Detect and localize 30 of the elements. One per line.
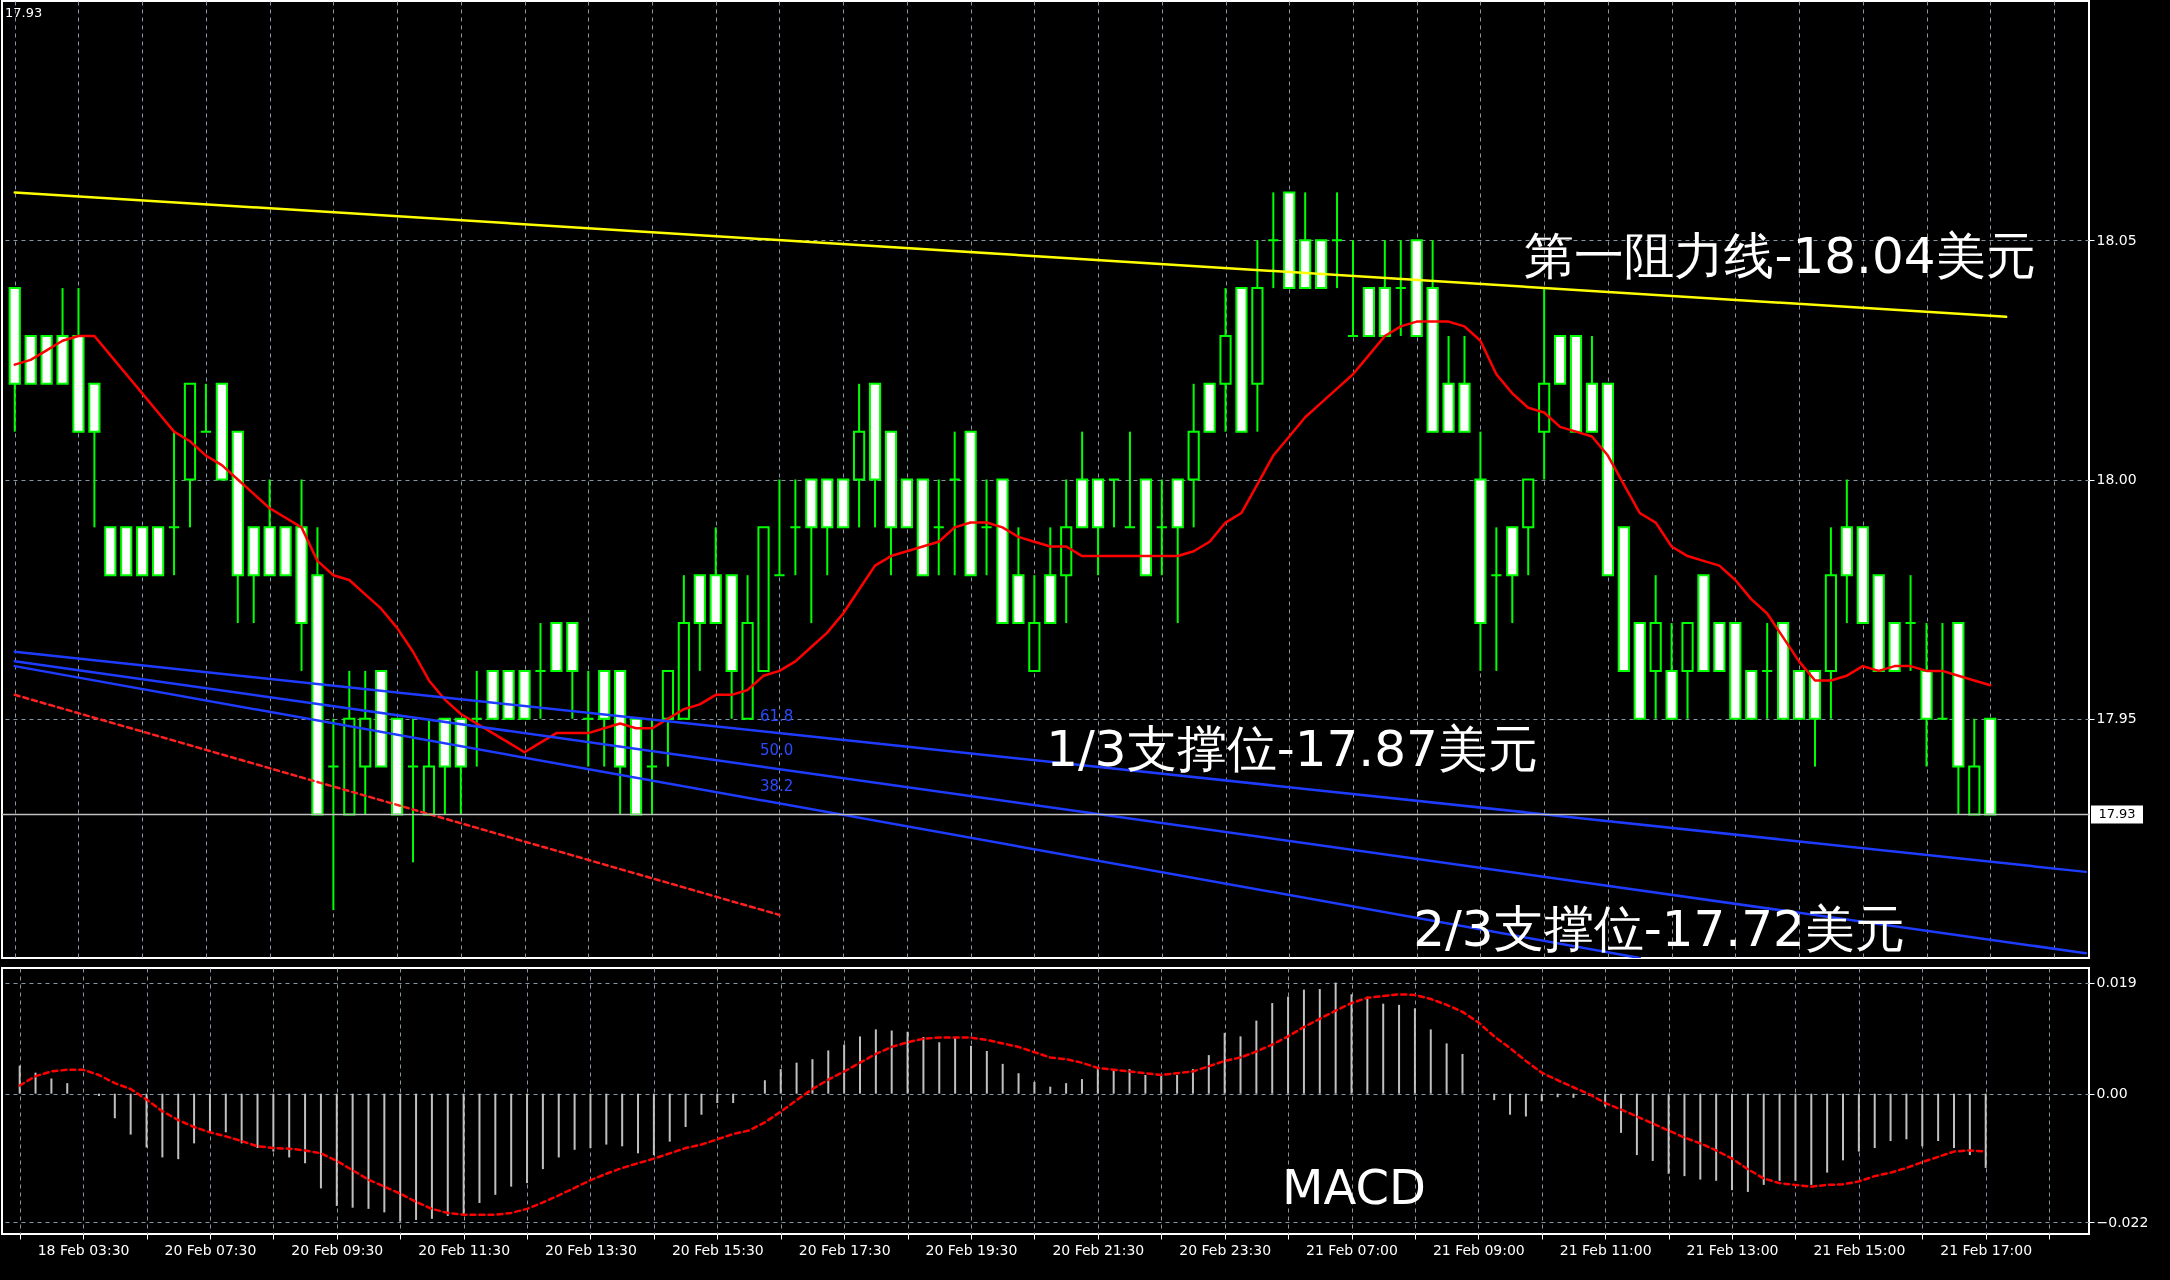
y-tick-label: −0.022 — [2096, 1213, 2149, 1230]
annotation: 1/3支撑位-17.87美元 — [1046, 720, 1538, 778]
y-tick-label: 18.00 — [2096, 471, 2137, 487]
x-tick-label: 20 Feb 07:30 — [164, 1241, 257, 1258]
x-tick-label: 21 Feb 09:00 — [1432, 1241, 1525, 1258]
y-tick-label: 18.05 — [2096, 231, 2137, 248]
x-tick-label: 21 Feb 17:00 — [1940, 1241, 2033, 1258]
x-tick-label: 20 Feb 17:30 — [798, 1241, 891, 1258]
y-tick-label: 0.019 — [2096, 974, 2137, 991]
x-tick-label: 18 Feb 03:30 — [37, 1241, 130, 1258]
y-tick-label: 0.00 — [2096, 1085, 2128, 1102]
x-tick-label: 20 Feb 23:30 — [1179, 1241, 1272, 1258]
x-tick-label: 20 Feb 13:30 — [545, 1241, 637, 1258]
x-tick-label: 21 Feb 11:00 — [1559, 1241, 1652, 1258]
x-tick-label: 21 Feb 15:00 — [1813, 1241, 1906, 1258]
annotation: 50.0 — [760, 741, 794, 759]
annotation: 第一阻力线-18.04美元 — [1524, 227, 2036, 285]
x-tick-label: 20 Feb 15:30 — [671, 1241, 764, 1258]
y-tick-label: 17.95 — [2096, 710, 2137, 727]
annotation: 17.93 — [5, 5, 43, 20]
x-tick-label: 20 Feb 11:30 — [418, 1241, 511, 1258]
x-tick-label: 21 Feb 07:00 — [1306, 1241, 1398, 1258]
x-tick-label: 20 Feb 21:30 — [1052, 1241, 1145, 1258]
ref-line-label: 17.93 — [2098, 806, 2136, 822]
annotation: MACD — [1282, 1159, 1426, 1215]
annotation: 61.8 — [760, 707, 794, 725]
x-tick-label: 20 Feb 09:30 — [291, 1241, 384, 1258]
annotation: 38.2 — [760, 777, 794, 795]
x-tick-label: 21 Feb 13:00 — [1686, 1241, 1779, 1258]
x-tick-label: 20 Feb 19:30 — [925, 1241, 1018, 1258]
